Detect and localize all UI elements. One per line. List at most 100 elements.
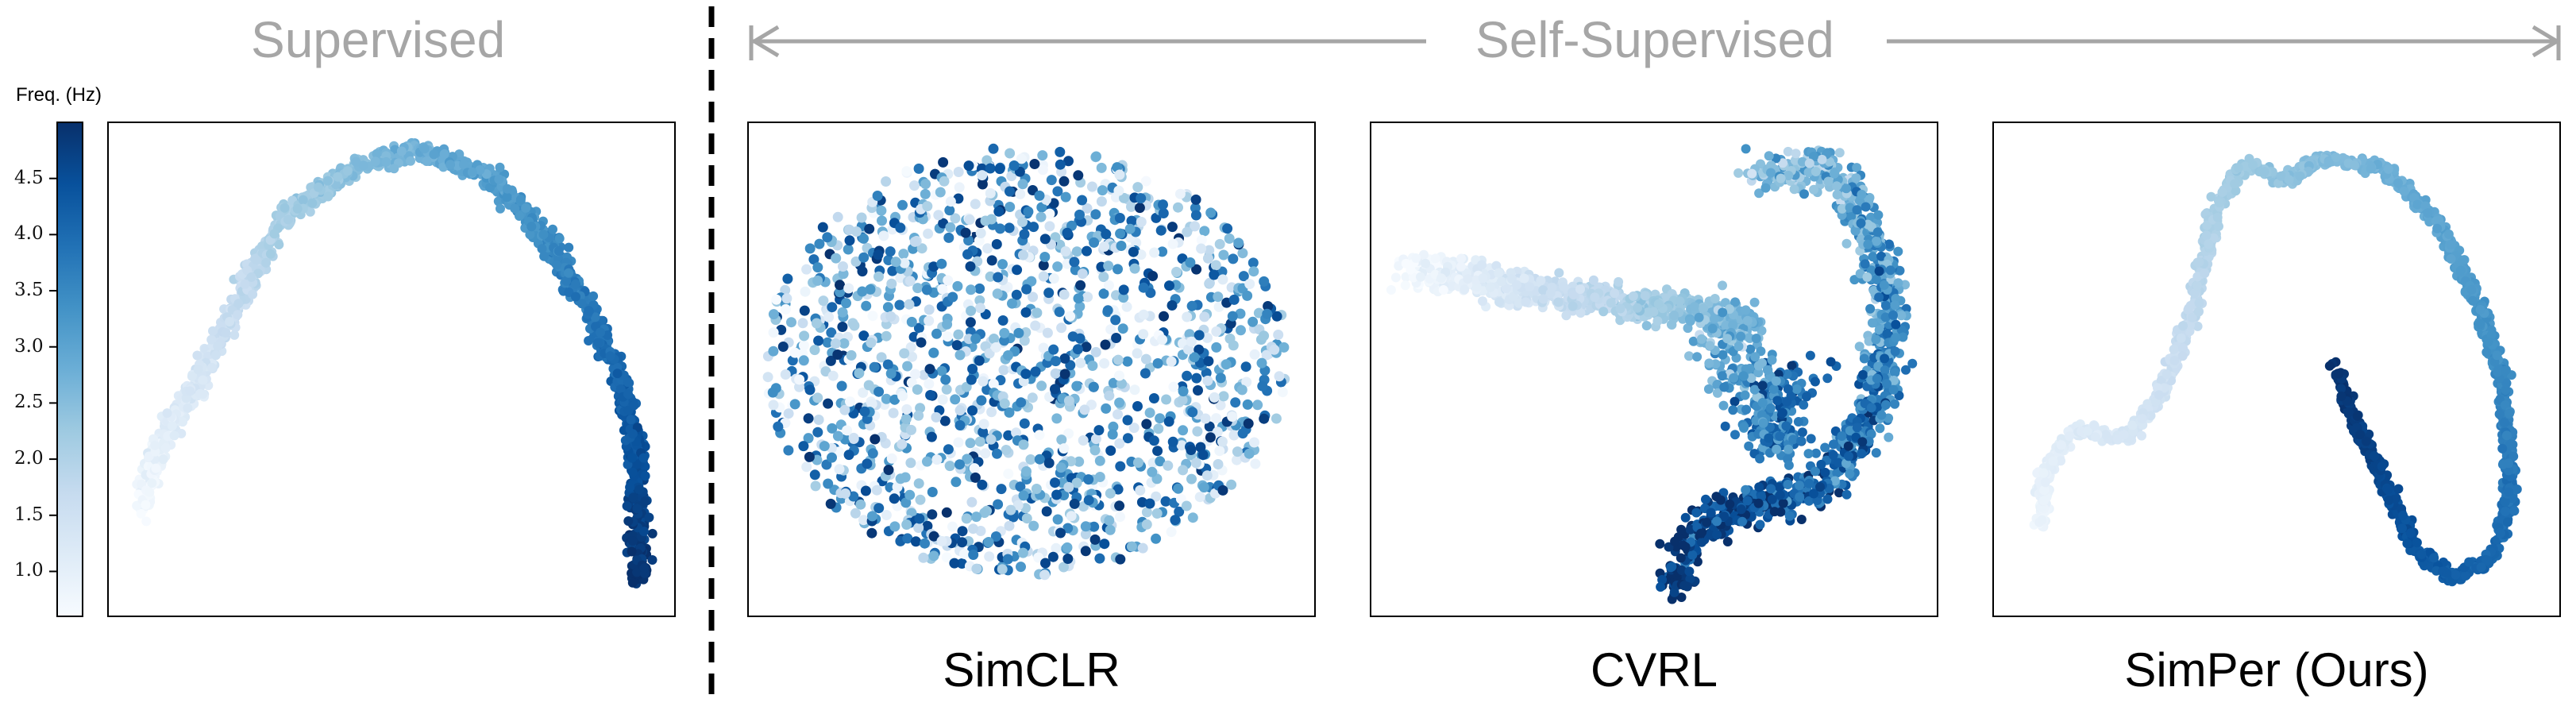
scatter-point bbox=[885, 246, 896, 257]
scatter-point bbox=[1193, 385, 1203, 396]
scatter-point bbox=[809, 469, 820, 481]
scatter-point bbox=[961, 381, 972, 392]
scatter-point bbox=[147, 478, 157, 488]
scatter-point bbox=[1797, 427, 1807, 438]
scatter-point bbox=[1111, 333, 1122, 343]
scatter-point bbox=[1652, 316, 1663, 326]
scatter-point bbox=[835, 287, 846, 298]
scatter-point bbox=[848, 432, 859, 443]
scatter-point bbox=[957, 526, 968, 537]
scatter-point bbox=[1003, 430, 1014, 441]
scatter-point bbox=[629, 400, 639, 411]
scatter-point bbox=[869, 361, 880, 373]
scatter-point bbox=[429, 149, 439, 160]
scatter-point bbox=[1872, 373, 1882, 384]
scatter-point bbox=[1720, 421, 1730, 431]
scatter-point bbox=[954, 349, 966, 361]
scatter-point bbox=[1876, 251, 1887, 261]
scatter-point bbox=[999, 327, 1010, 338]
scatter-point bbox=[777, 342, 789, 352]
scatter-point bbox=[1140, 353, 1151, 365]
scatter-point bbox=[1098, 272, 1109, 283]
scatter-point bbox=[1113, 409, 1123, 420]
scatter-point bbox=[475, 165, 485, 175]
scatter-point bbox=[1041, 506, 1052, 517]
scatter-point bbox=[571, 291, 580, 302]
scatter-point bbox=[1043, 457, 1055, 469]
scatter-point bbox=[995, 223, 1005, 234]
scatter-point bbox=[768, 345, 779, 357]
scatter-point bbox=[915, 494, 926, 505]
scatter-point bbox=[1722, 334, 1733, 344]
scatter-point bbox=[1037, 164, 1048, 176]
scatter-point bbox=[1147, 466, 1158, 477]
scatter-point bbox=[526, 222, 537, 232]
scatter-point bbox=[1173, 483, 1184, 494]
scatter-point bbox=[1005, 148, 1016, 159]
scatter-point bbox=[1190, 457, 1201, 469]
scatter-point bbox=[1816, 459, 1826, 469]
scatter-point bbox=[298, 195, 308, 205]
scatter-point bbox=[1055, 146, 1066, 157]
scatter-point bbox=[1278, 342, 1290, 353]
scatter-point bbox=[640, 496, 650, 507]
scatter-point bbox=[962, 249, 973, 260]
scatter-point bbox=[941, 552, 952, 563]
scatter-point bbox=[1015, 188, 1026, 199]
scatter-point bbox=[826, 327, 837, 338]
scatter-point bbox=[1132, 182, 1143, 193]
scatter-point bbox=[845, 396, 855, 407]
scatter-point bbox=[1105, 445, 1116, 456]
scatter-point bbox=[888, 407, 899, 419]
scatter-point bbox=[1051, 489, 1062, 500]
scatter-point bbox=[1138, 329, 1149, 340]
scatter-cvrl bbox=[1386, 144, 1918, 604]
scatter-point bbox=[782, 273, 793, 284]
scatter-point bbox=[969, 463, 980, 474]
scatter-point bbox=[813, 415, 824, 425]
scatter-point bbox=[990, 342, 1001, 353]
scatter-point bbox=[804, 384, 816, 396]
scatter-point bbox=[1871, 334, 1881, 345]
scatter-point bbox=[1755, 454, 1765, 464]
scatter-point bbox=[1826, 357, 1836, 367]
scatter-point bbox=[1140, 368, 1151, 379]
scatter-point bbox=[1804, 158, 1814, 168]
scatter-point bbox=[827, 370, 839, 381]
scatter-point bbox=[908, 331, 920, 342]
scatter-point bbox=[1217, 484, 1228, 496]
scatter-point bbox=[1161, 394, 1172, 405]
scatter-point bbox=[1178, 465, 1189, 476]
scatter-point bbox=[895, 222, 906, 234]
scatter-point bbox=[1852, 163, 1862, 173]
scatter-point bbox=[825, 355, 836, 366]
scatter-point bbox=[1113, 264, 1123, 275]
scatter-point bbox=[984, 348, 995, 359]
scatter-point bbox=[561, 276, 572, 286]
scatter-point bbox=[767, 387, 778, 398]
scatter-point bbox=[1874, 325, 1884, 335]
scatter-point bbox=[895, 473, 906, 484]
scatter-point bbox=[996, 484, 1007, 495]
scatter-point bbox=[1060, 246, 1071, 257]
scatter-point bbox=[283, 214, 293, 225]
scatter-point bbox=[1890, 368, 1900, 378]
scatter-point bbox=[1138, 309, 1149, 320]
scatter-point bbox=[939, 176, 950, 187]
scatter-point bbox=[1090, 346, 1101, 357]
scatter-point bbox=[1248, 316, 1259, 327]
scatter-point bbox=[924, 364, 935, 375]
scatter-point bbox=[381, 156, 391, 167]
scatter-point bbox=[246, 272, 256, 282]
scatter-point bbox=[1136, 496, 1147, 508]
scatter-point bbox=[1048, 273, 1059, 284]
scatter-point bbox=[1176, 440, 1187, 451]
scatter-point bbox=[1733, 168, 1744, 178]
scatter-point bbox=[1777, 407, 1787, 418]
scatter-point bbox=[943, 232, 954, 243]
scatter-point bbox=[858, 387, 869, 398]
scatter-point bbox=[1019, 335, 1030, 346]
scatter-point bbox=[1215, 373, 1226, 384]
scatter-point bbox=[1104, 515, 1115, 526]
